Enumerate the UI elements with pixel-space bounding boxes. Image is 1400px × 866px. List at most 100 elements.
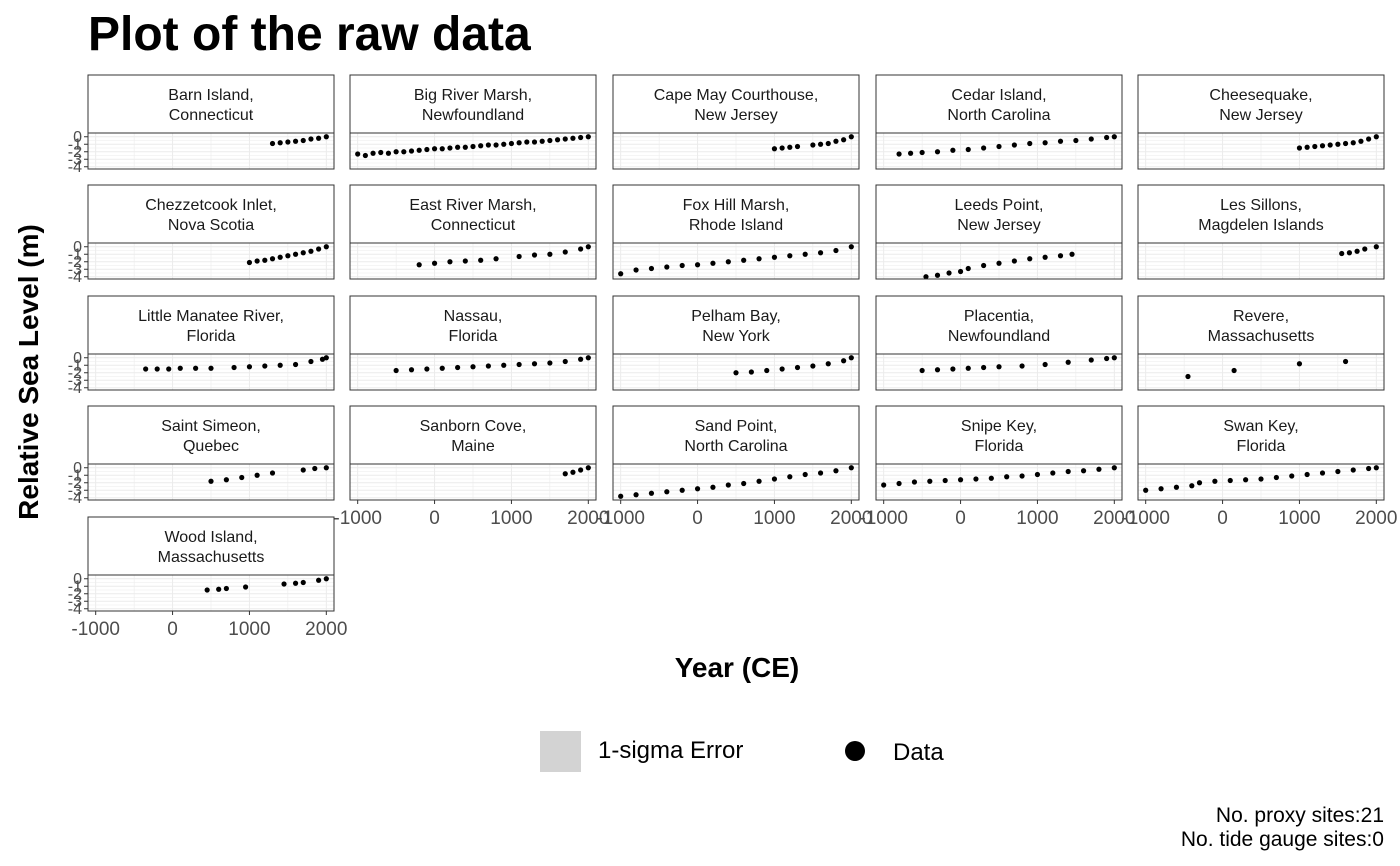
data-point bbox=[323, 134, 329, 140]
panel-title-line: Connecticut bbox=[431, 217, 516, 234]
data-point bbox=[300, 250, 306, 256]
x-tick-label: 0 bbox=[692, 508, 703, 529]
data-point bbox=[547, 360, 553, 366]
data-point bbox=[973, 476, 979, 482]
data-point bbox=[923, 274, 929, 280]
data-point bbox=[1088, 136, 1094, 142]
data-point bbox=[841, 137, 847, 143]
data-point bbox=[300, 137, 306, 144]
data-point bbox=[741, 480, 747, 487]
panel-strip bbox=[87, 405, 335, 465]
panel-title-line: Sand Point, bbox=[695, 418, 778, 435]
data-point bbox=[1342, 140, 1349, 147]
panel-title-line: Cape May Courthouse, bbox=[654, 87, 819, 104]
data-point bbox=[810, 363, 816, 369]
data-point bbox=[779, 145, 785, 151]
panel-title-line: East River Marsh, bbox=[409, 197, 536, 214]
data-point bbox=[848, 134, 854, 140]
panel-title-line: Massachusetts bbox=[1208, 328, 1315, 345]
panel-border bbox=[349, 463, 597, 501]
data-point bbox=[934, 367, 941, 373]
data-point bbox=[848, 465, 854, 471]
data-point bbox=[455, 364, 461, 371]
data-point bbox=[981, 145, 987, 151]
data-point bbox=[262, 257, 268, 263]
panel-title-line: Snipe Key, bbox=[961, 418, 1037, 435]
data-point bbox=[648, 265, 655, 272]
data-point bbox=[485, 142, 491, 148]
panel-strip bbox=[87, 74, 335, 134]
data-point bbox=[1057, 253, 1064, 259]
data-point bbox=[143, 366, 149, 372]
legend-label-1-sigma-error: 1-sigma Error bbox=[598, 737, 743, 764]
y-tick-label: -1 bbox=[68, 578, 82, 595]
data-point bbox=[794, 364, 801, 371]
data-point bbox=[710, 484, 716, 490]
y-tick-label: -4 bbox=[68, 490, 82, 507]
x-tick-label: 1000 bbox=[490, 508, 532, 529]
y-tick-label: -2 bbox=[68, 475, 82, 492]
data-point bbox=[1243, 477, 1249, 483]
data-point bbox=[385, 150, 392, 156]
panel-border bbox=[612, 353, 860, 391]
data-point bbox=[562, 358, 568, 365]
data-point bbox=[1034, 471, 1041, 478]
y-tick-label: -3 bbox=[68, 372, 82, 389]
data-point bbox=[1189, 483, 1195, 489]
panel-title-line: Florida bbox=[187, 328, 236, 345]
data-point bbox=[408, 148, 415, 154]
data-point bbox=[1069, 251, 1075, 257]
panel-strip bbox=[875, 295, 1123, 355]
panel-border bbox=[87, 574, 335, 612]
data-point bbox=[478, 143, 484, 149]
panel-title-line: Rhode Island bbox=[689, 217, 783, 234]
data-point bbox=[1143, 487, 1149, 493]
data-point bbox=[516, 361, 522, 368]
data-point bbox=[439, 365, 445, 371]
data-point bbox=[316, 577, 322, 583]
x-tick-label: -1000 bbox=[596, 508, 645, 529]
data-point bbox=[896, 151, 902, 157]
data-point bbox=[817, 470, 824, 476]
data-point bbox=[570, 135, 576, 141]
data-point bbox=[965, 146, 971, 153]
panel-strip bbox=[87, 184, 335, 244]
panel-title-line: Saint Simeon, bbox=[161, 418, 261, 435]
panel-strip bbox=[1137, 405, 1385, 465]
panel-sanborn-cove-maine: Sanborn Cove, Maine -1000 0 1000 2000 bbox=[333, 405, 609, 529]
data-point bbox=[562, 136, 568, 142]
data-point bbox=[578, 246, 584, 252]
y-tick-label: -1 bbox=[68, 467, 82, 484]
data-point bbox=[277, 362, 283, 368]
data-point bbox=[355, 151, 361, 157]
data-point bbox=[308, 248, 314, 254]
data-point bbox=[779, 366, 785, 372]
panel-strip bbox=[612, 74, 860, 134]
data-point bbox=[911, 479, 918, 485]
data-point bbox=[1289, 473, 1295, 479]
x-tick-label: 2000 bbox=[567, 508, 609, 529]
data-point bbox=[825, 140, 831, 147]
data-point bbox=[531, 252, 538, 258]
data-point bbox=[1196, 480, 1203, 486]
data-point bbox=[370, 150, 376, 156]
panel-title-line: Wood Island, bbox=[164, 529, 257, 546]
data-point bbox=[946, 270, 952, 276]
data-point bbox=[578, 356, 584, 362]
data-point bbox=[292, 361, 299, 368]
panel-wood-island-massachusetts: Wood Island,Massachusetts-4-3-2-10-1000 0… bbox=[68, 516, 347, 640]
data-point bbox=[516, 140, 522, 146]
data-point bbox=[633, 492, 639, 498]
panel-title-line: Maine bbox=[451, 438, 495, 455]
data-point bbox=[447, 145, 453, 151]
x-tick-label: 2000 bbox=[1355, 508, 1397, 529]
data-point bbox=[431, 260, 438, 266]
panel-cape-may-courthouse-new-jersey: Cape May Courthouse, New Jersey bbox=[612, 74, 860, 170]
x-tick-label: 0 bbox=[955, 508, 966, 529]
panel-title-line: Big River Marsh, bbox=[414, 87, 532, 104]
y-tick-label: -3 bbox=[68, 261, 82, 278]
data-point bbox=[316, 135, 322, 141]
data-point bbox=[281, 581, 287, 587]
data-point bbox=[277, 140, 283, 146]
panel-border bbox=[1137, 353, 1385, 391]
